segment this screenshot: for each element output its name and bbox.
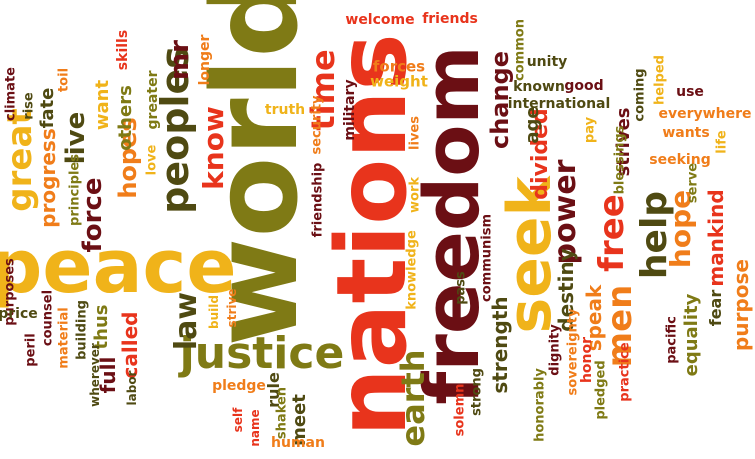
word-truth: truth bbox=[264, 102, 306, 118]
word-sovereignty: sovereignty bbox=[565, 308, 581, 396]
word-price: price bbox=[0, 306, 38, 322]
word-strive: strive bbox=[225, 288, 239, 328]
word-building: building bbox=[74, 300, 90, 360]
word-skills: skills bbox=[115, 29, 131, 71]
word-build: build bbox=[207, 295, 221, 329]
word-want: want bbox=[92, 79, 113, 131]
word-practice: practice bbox=[617, 342, 633, 402]
word-coming: coming bbox=[632, 68, 648, 122]
word-honor: honor bbox=[579, 336, 595, 384]
word-mankind: mankind bbox=[704, 189, 728, 287]
word-friendship: friendship bbox=[310, 162, 326, 238]
word-wherever: wherever bbox=[88, 343, 102, 407]
word-serve: serve bbox=[685, 162, 701, 204]
word-use: use bbox=[676, 84, 704, 100]
word-mr: mr bbox=[165, 40, 195, 80]
word-self: self bbox=[231, 407, 245, 433]
word-earth: earth bbox=[394, 349, 432, 447]
word-pledged: pledged bbox=[593, 360, 609, 420]
word-purpose: purpose bbox=[729, 259, 753, 351]
word-wants: wants bbox=[662, 125, 710, 141]
word-human: human bbox=[271, 435, 325, 451]
word-law: law bbox=[169, 291, 204, 351]
word-friends: friends bbox=[422, 11, 478, 27]
word-material: material bbox=[56, 307, 72, 369]
word-greater: greater bbox=[145, 70, 161, 130]
word-known: known bbox=[513, 79, 565, 95]
word-helped: helped bbox=[652, 55, 668, 105]
word-peace: peace bbox=[0, 224, 237, 310]
word-labor: labor bbox=[125, 370, 139, 406]
word-know: know bbox=[197, 106, 230, 190]
word-pay: pay bbox=[582, 116, 598, 144]
word-pledge: pledge bbox=[212, 378, 266, 394]
word-longer: longer bbox=[197, 34, 213, 86]
word-rise: rise bbox=[21, 92, 37, 120]
word-strong: strong bbox=[469, 368, 485, 416]
word-welcome: welcome bbox=[345, 12, 415, 28]
word-great: great bbox=[0, 108, 40, 212]
word-strength: strength bbox=[488, 296, 512, 394]
word-pass: pass bbox=[453, 271, 469, 305]
word-name: name bbox=[248, 409, 262, 447]
word-lives: lives bbox=[407, 116, 423, 150]
word-equality: equality bbox=[681, 293, 702, 377]
word-peril: peril bbox=[23, 333, 39, 367]
word-seeking: seeking bbox=[649, 152, 711, 168]
word-knowledge: knowledge bbox=[404, 230, 420, 310]
word-called: called bbox=[118, 311, 142, 379]
word-pacific: pacific bbox=[664, 316, 680, 364]
word-weight: weight bbox=[370, 72, 428, 91]
word-work: work bbox=[407, 177, 423, 213]
word-solemn: solemn bbox=[452, 383, 468, 437]
word-common: common bbox=[512, 19, 528, 81]
word-principles: principles bbox=[67, 154, 83, 226]
word-others: others bbox=[115, 85, 136, 151]
word-love: love bbox=[144, 144, 160, 176]
word-everywhere: everywhere bbox=[658, 106, 752, 122]
word-dignity: dignity bbox=[547, 324, 563, 376]
word-blessings: blessings bbox=[612, 125, 628, 195]
word-climate: climate bbox=[3, 67, 19, 121]
word-good: good bbox=[564, 78, 604, 94]
word-international: international bbox=[507, 96, 611, 112]
word-communism: communism bbox=[479, 214, 495, 302]
word-fate: fate bbox=[37, 87, 58, 129]
word-security: security bbox=[309, 95, 325, 155]
word-shaken: shaken bbox=[274, 386, 290, 440]
word-life: life bbox=[714, 130, 730, 154]
word-honorably: honorably bbox=[532, 368, 548, 442]
word-counsel: counsel bbox=[40, 289, 56, 347]
word-fear: fear bbox=[706, 289, 725, 327]
word-unity: unity bbox=[526, 54, 568, 70]
word-forces: forces bbox=[372, 57, 426, 76]
word-toil: toil bbox=[56, 67, 72, 93]
word-justice: justice bbox=[179, 328, 345, 379]
word-force: force bbox=[78, 177, 108, 253]
word-military: military bbox=[342, 79, 358, 141]
word-free: free bbox=[592, 194, 632, 272]
word-progress: progress bbox=[36, 128, 60, 228]
